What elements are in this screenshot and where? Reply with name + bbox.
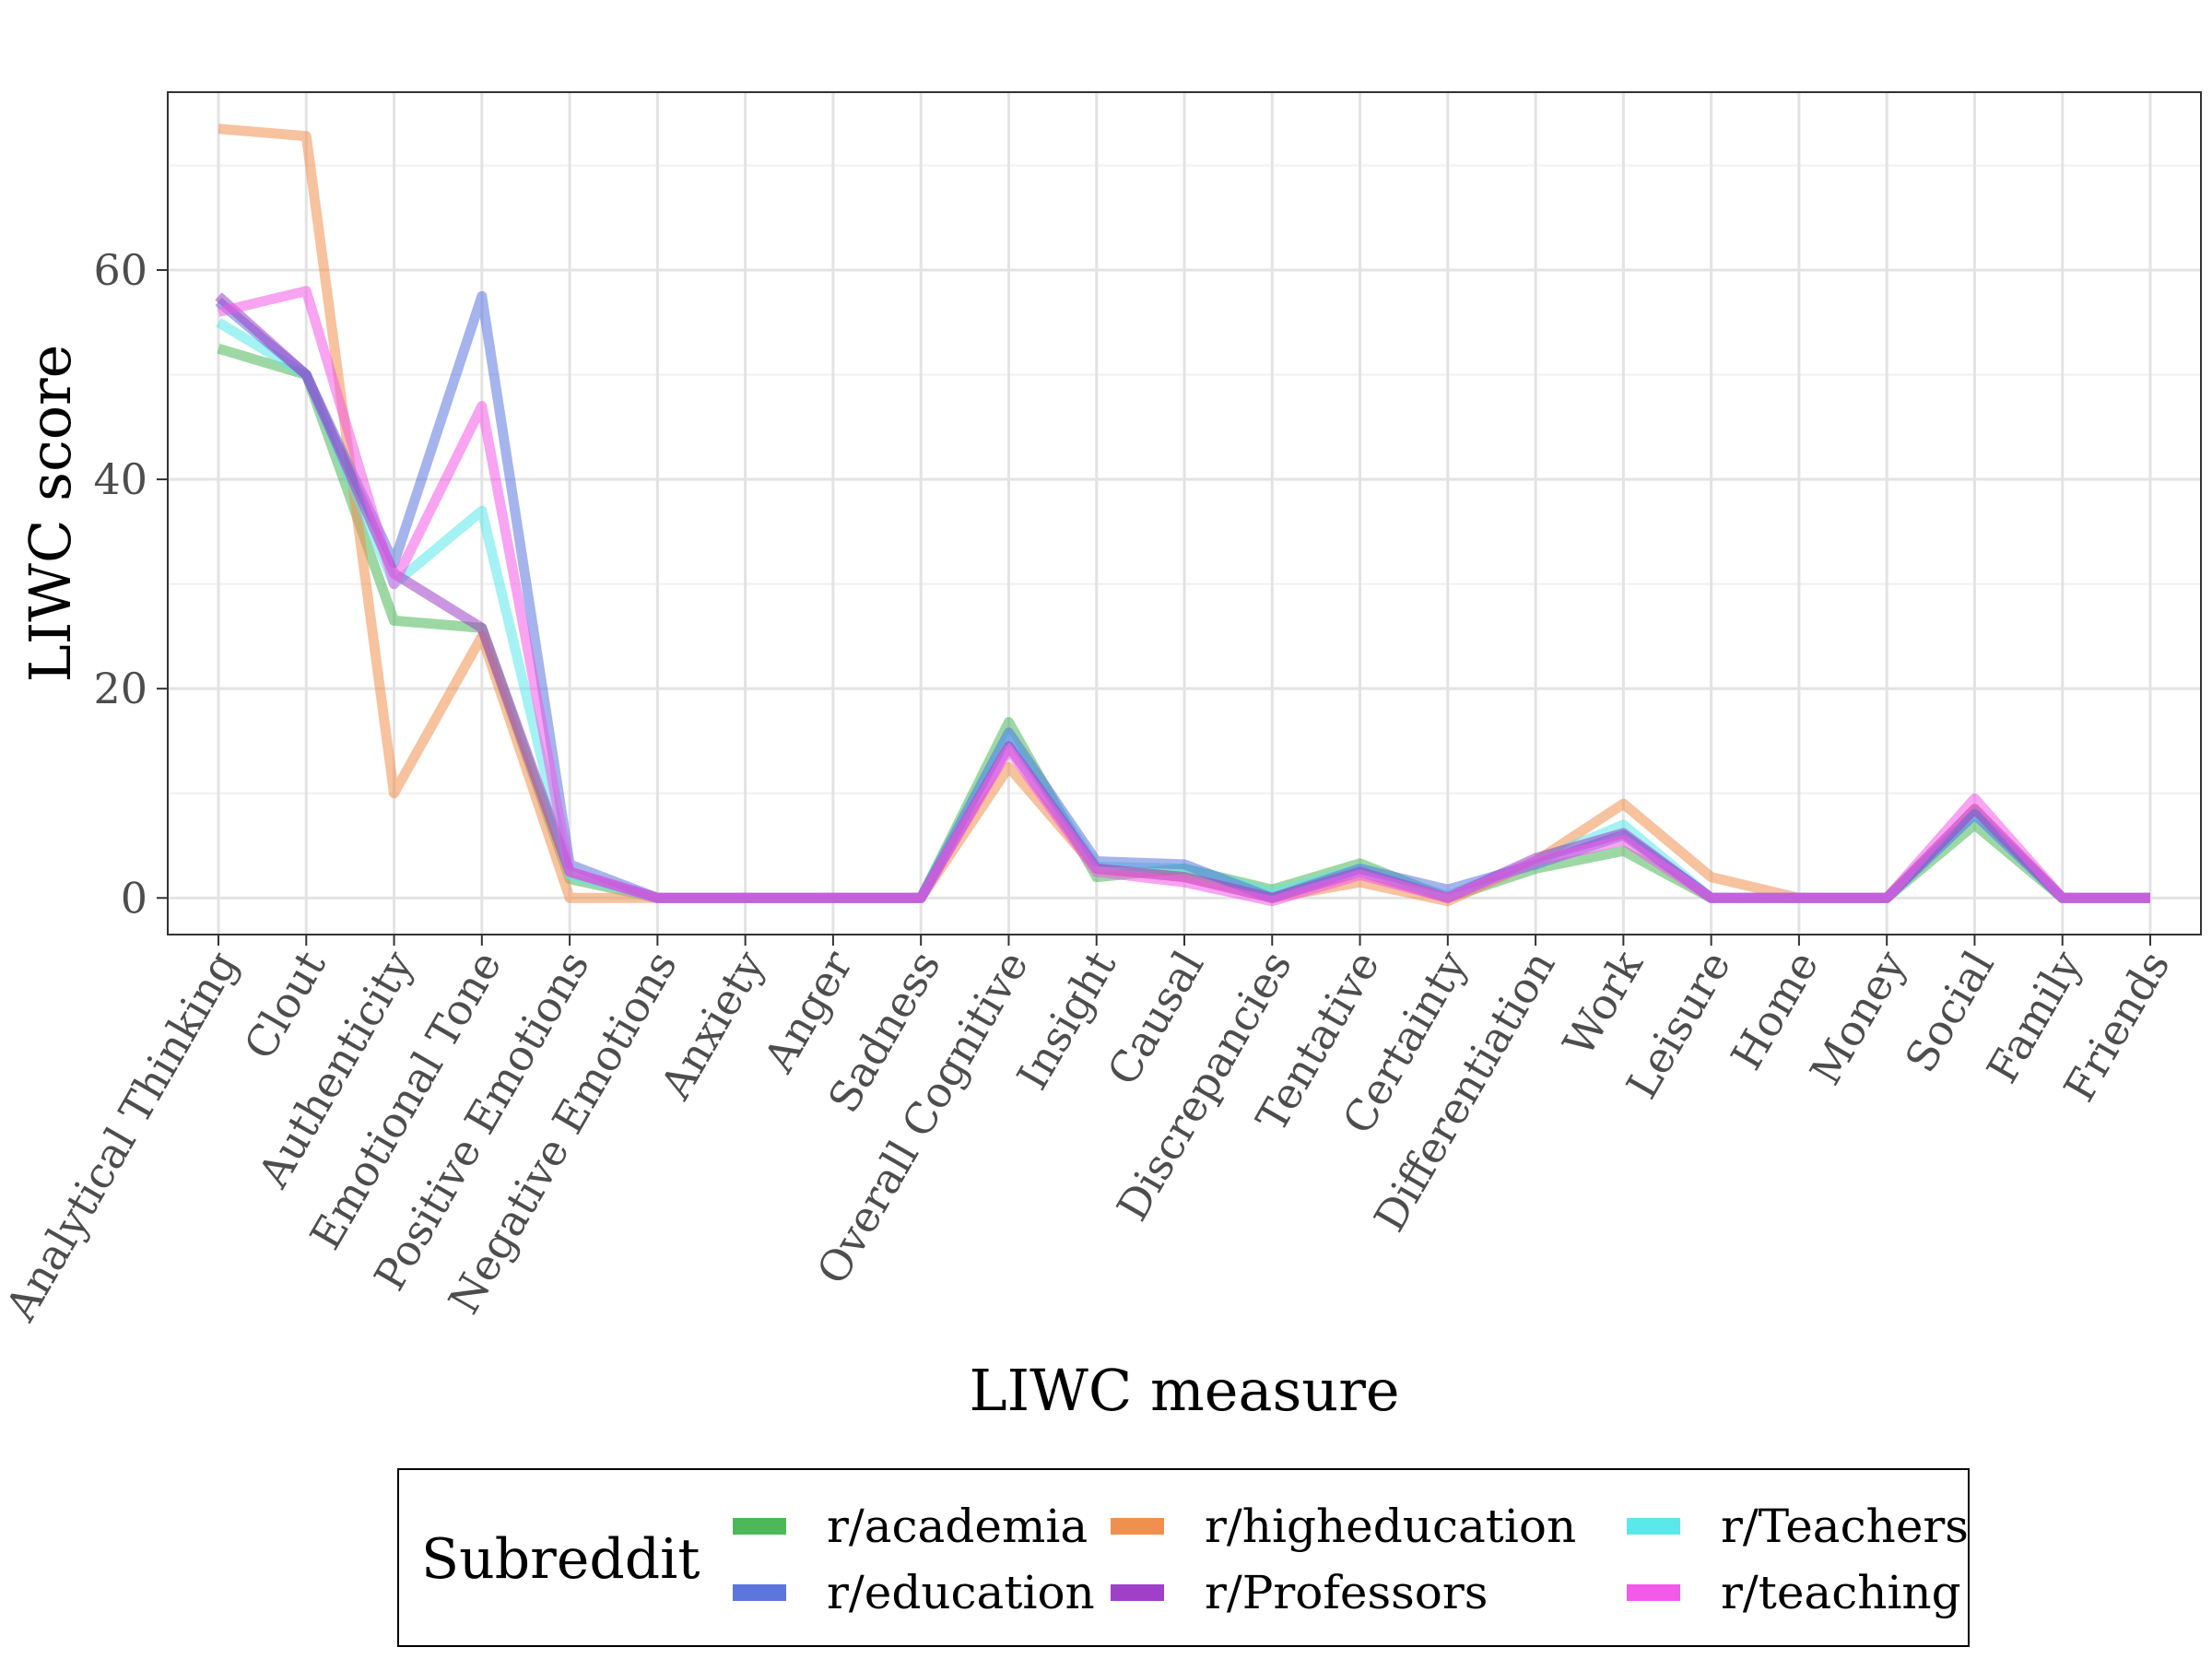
x-tick-label: Analytical Thinking — [0, 943, 248, 1330]
legend-title: Subreddit — [421, 1527, 700, 1592]
legend-key-higheducation — [1111, 1518, 1164, 1535]
series-line-teaching — [217, 286, 2150, 907]
legend-label: r/Teachers — [1721, 1500, 1969, 1553]
series-layer — [215, 124, 2150, 907]
y-tick-label: 40 — [93, 454, 147, 504]
legend-key-professors — [1111, 1584, 1164, 1601]
legend-label: r/education — [827, 1566, 1095, 1619]
legend-label: r/academia — [827, 1500, 1088, 1553]
y-tick-label: 60 — [93, 245, 147, 295]
y-tick-label: 20 — [93, 664, 147, 713]
legend-key-teachers — [1627, 1518, 1680, 1535]
legend-key-academia — [733, 1518, 786, 1535]
legend-key-teaching — [1627, 1584, 1680, 1601]
legend-label: r/teaching — [1721, 1566, 1961, 1619]
legend: Subreddit r/academia r/education r/highedu… — [397, 1468, 1970, 1647]
y-tick-label: 0 — [121, 873, 147, 923]
legend-items: r/academia r/education r/higheducation r/Pr… — [733, 1500, 1969, 1619]
y-axis-title: LIWC score — [17, 345, 84, 683]
legend-box — [397, 1468, 1970, 1647]
x-axis-title: LIWC measure — [969, 1357, 1399, 1424]
legend-label: r/Professors — [1205, 1566, 1488, 1619]
legend-label: r/higheducation — [1205, 1500, 1576, 1553]
legend-key-education — [733, 1584, 786, 1601]
